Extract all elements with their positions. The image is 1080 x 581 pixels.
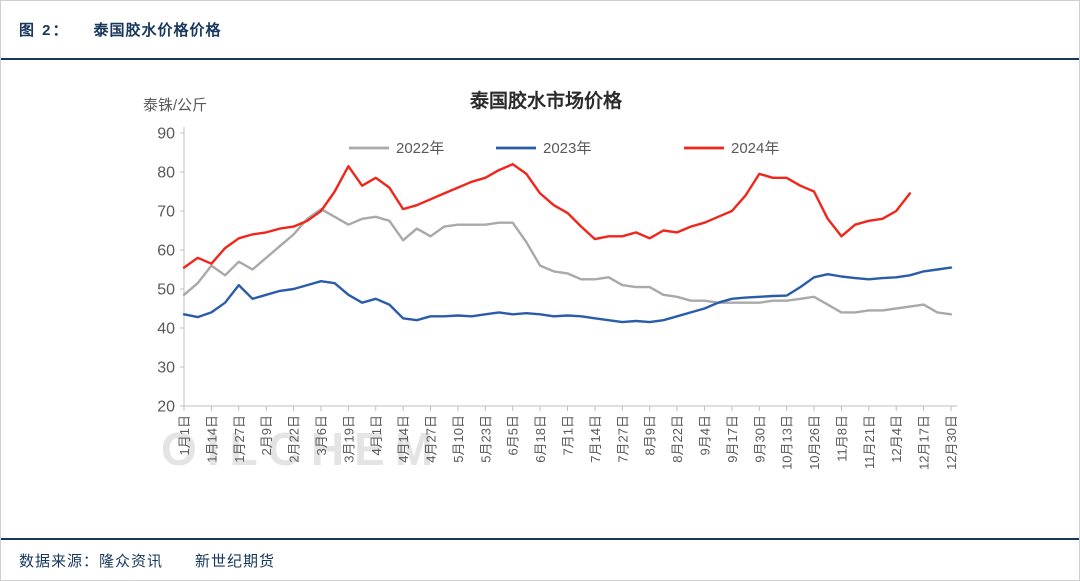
x-tick-label: 1月27日 (232, 415, 247, 463)
data-source: 数据来源：隆众资讯 新世纪期货 (19, 553, 276, 570)
y-tick-label: 80 (157, 165, 175, 182)
x-tick-label: 10月13日 (780, 415, 795, 470)
x-tick-label: 9月30日 (752, 415, 767, 463)
x-tick-label: 10月26日 (807, 415, 822, 470)
legend-label-2022年: 2022年 (396, 140, 444, 157)
x-tick-label: 12月4日 (889, 415, 904, 463)
x-tick-label: 1月1日 (177, 415, 192, 455)
x-tick-label: 3月6日 (314, 415, 329, 455)
y-tick-label: 70 (157, 204, 175, 221)
x-tick-label: 7月14日 (588, 415, 603, 463)
x-tick-label: 2月9日 (259, 415, 274, 455)
y-tick-label: 50 (157, 282, 175, 299)
x-tick-label: 8月22日 (670, 415, 685, 463)
x-tick-label: 4月14日 (396, 415, 411, 463)
x-tick-label: 2月22日 (287, 415, 302, 463)
series-line-2022年 (182, 207, 953, 316)
x-tick-label: 7月27日 (615, 415, 630, 463)
header-divider (1, 58, 1079, 60)
x-tick-label: 9月4日 (697, 415, 712, 455)
x-tick-label: 7月1日 (561, 415, 576, 455)
legend-label-2023年: 2023年 (543, 140, 591, 157)
y-tick-label: 20 (157, 399, 175, 416)
chart-title: 泰国胶水市场价格 (469, 89, 623, 112)
y-axis-unit-label: 泰铢/公斤 (143, 97, 207, 114)
x-tick-label: 12月30日 (944, 415, 959, 470)
y-tick-label: 30 (157, 360, 175, 377)
watermark: OILCHEM (161, 423, 443, 475)
x-tick-label: 3月19日 (341, 415, 356, 463)
x-tick-label: 1月14日 (204, 415, 219, 463)
figure-header: 图 2： 泰国胶水价格价格 (1, 1, 1079, 58)
price-line-chart: OILCHEM 泰国胶水市场价格 泰铢/公斤 20 30 40 50 60 70 80 90 1… (143, 89, 959, 475)
figure-title: 泰国胶水价格价格 (93, 22, 222, 39)
x-tick-label: 6月5日 (506, 415, 521, 455)
footer-divider (1, 538, 1079, 540)
series-line-2024年 (182, 162, 912, 269)
x-tick-label: 11月8日 (834, 415, 849, 462)
legend-label-2024年: 2024年 (731, 140, 779, 157)
x-tick-label: 4月1日 (369, 415, 384, 455)
x-tick-label: 5月10日 (451, 415, 466, 463)
x-tick-label: 6月18日 (533, 415, 548, 463)
x-tick-label: 11月21日 (862, 415, 877, 469)
x-tick-label: 12月17日 (917, 415, 932, 470)
x-tick-label: 9月17日 (725, 415, 740, 463)
series-line-2023年 (182, 266, 953, 324)
y-tick-label: 60 (157, 243, 175, 260)
y-tick-label: 90 (157, 126, 175, 143)
y-tick-label: 40 (157, 321, 175, 338)
x-tick-label: 5月23日 (478, 415, 493, 463)
x-tick-label: 8月9日 (643, 415, 658, 455)
x-tick-label: 4月27日 (424, 415, 439, 463)
figure-label: 图 2： (19, 22, 70, 39)
